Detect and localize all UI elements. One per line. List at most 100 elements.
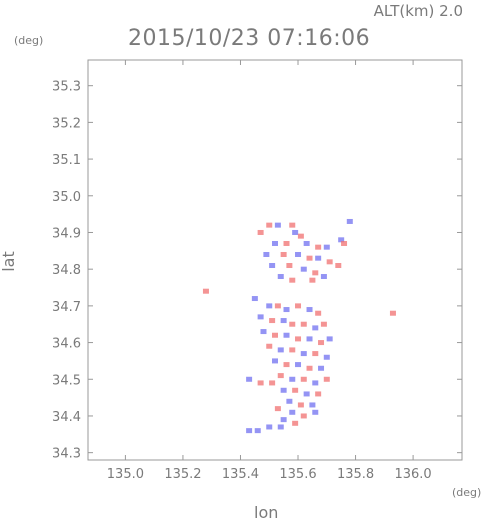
radar-cell [266, 303, 273, 309]
radar-cell [280, 417, 287, 423]
radar-cell [300, 266, 307, 272]
radar-cell [295, 362, 302, 368]
radar-cell [286, 263, 293, 269]
radar-cell [266, 343, 273, 349]
x-axis-label: lon [254, 503, 279, 522]
radar-cell [289, 376, 296, 382]
y-tick-label: 35.2 [52, 116, 81, 131]
radar-cell [289, 321, 296, 327]
radar-cell [257, 314, 264, 320]
radar-cell [300, 351, 307, 357]
radar-cell [335, 263, 342, 269]
radar-cell [295, 251, 302, 257]
x-tick-label: 135.2 [164, 467, 201, 482]
radar-cell [323, 376, 330, 382]
radar-cell [315, 255, 322, 261]
y-tick-label: 34.4 [52, 410, 81, 425]
radar-cell [312, 409, 319, 415]
radar-cell [300, 376, 307, 382]
radar-cell [246, 428, 253, 434]
radar-cell [346, 218, 353, 224]
radar-cell [260, 329, 267, 335]
radar-cell [292, 420, 299, 426]
y-axis-ticks: 34.3 34.4 34.5 34.6 34.7 34.8 34.9 35.0 35.1 35.2… [52, 80, 462, 462]
radar-cell [272, 240, 278, 246]
radar-cell [389, 310, 396, 316]
x-tick-label: 136.0 [394, 467, 431, 482]
radar-cell [272, 332, 278, 338]
radar-cell [283, 332, 290, 338]
radar-cell [266, 222, 273, 228]
radar-cell [269, 263, 276, 269]
radar-cell [309, 402, 316, 408]
x-tick-label: 135.8 [337, 467, 374, 482]
y-axis-unit: (deg) [14, 34, 44, 47]
radar-cell [292, 387, 299, 393]
radar-cell [318, 340, 325, 346]
radar-cell [306, 255, 313, 261]
radar-cell [254, 428, 261, 434]
radar-cell [246, 376, 253, 382]
radar-cell [292, 229, 299, 235]
y-tick-label: 34.6 [52, 337, 81, 352]
y-tick-label: 34.7 [52, 300, 81, 315]
radar-cell [266, 424, 273, 430]
radar-cell [289, 347, 296, 353]
y-tick-label: 35.3 [52, 80, 81, 95]
radar-cell [269, 318, 276, 324]
radar-cell [257, 229, 264, 235]
radar-cell [312, 270, 319, 276]
radar-cell [297, 402, 304, 408]
radar-cell [315, 244, 322, 250]
y-tick-label: 34.5 [52, 373, 81, 388]
radar-cell [306, 365, 313, 371]
radar-cell [315, 310, 322, 316]
radar-cell [251, 296, 258, 302]
radar-cell [320, 321, 327, 327]
altitude-label: ALT(km) 2.0 [373, 2, 463, 20]
y-tick-label: 35.1 [52, 153, 81, 168]
radar-cell [326, 336, 333, 342]
radar-cells [202, 218, 396, 434]
radar-cell [341, 240, 348, 246]
radar-cell [323, 354, 330, 360]
radar-cell [323, 244, 330, 250]
radar-cell [274, 222, 281, 228]
radar-cell [303, 240, 310, 246]
radar-cell [263, 251, 270, 257]
radar-cell [272, 358, 278, 364]
radar-cell [320, 274, 327, 280]
radar-cell [312, 325, 319, 331]
x-tick-label: 135.6 [279, 467, 316, 482]
x-axis-unit: (deg) [452, 486, 482, 499]
radar-cell [283, 307, 290, 313]
radar-cell [277, 373, 284, 379]
radar-cell [289, 277, 296, 283]
radar-cell [283, 362, 290, 368]
x-tick-label: 135.4 [222, 467, 259, 482]
radar-cell [280, 318, 287, 324]
radar-cell [289, 409, 296, 415]
radar-cell [277, 424, 284, 430]
radar-cell [338, 237, 345, 243]
radar-cell [315, 391, 322, 397]
radar-cell [274, 406, 281, 412]
radar-cell [306, 336, 313, 342]
y-tick-label: 34.3 [52, 447, 81, 462]
chart-title: 2015/10/23 07:16:06 [128, 26, 371, 51]
plot-frame [87, 59, 463, 461]
y-tick-label: 34.9 [52, 226, 81, 241]
x-tick-label: 135.0 [107, 467, 144, 482]
radar-cell [297, 233, 304, 239]
radar-cell [318, 365, 325, 371]
radar-cell [269, 380, 276, 386]
radar-cell [280, 387, 287, 393]
radar-cell [289, 222, 296, 228]
radar-cell [280, 251, 287, 257]
x-axis-ticks: 135.0 135.2 135.4 135.6 135.8 136.0 [107, 60, 432, 482]
radar-cell [312, 380, 319, 386]
y-tick-label: 35.0 [52, 190, 81, 205]
radar-cell [312, 351, 319, 357]
radar-cell [306, 307, 313, 313]
